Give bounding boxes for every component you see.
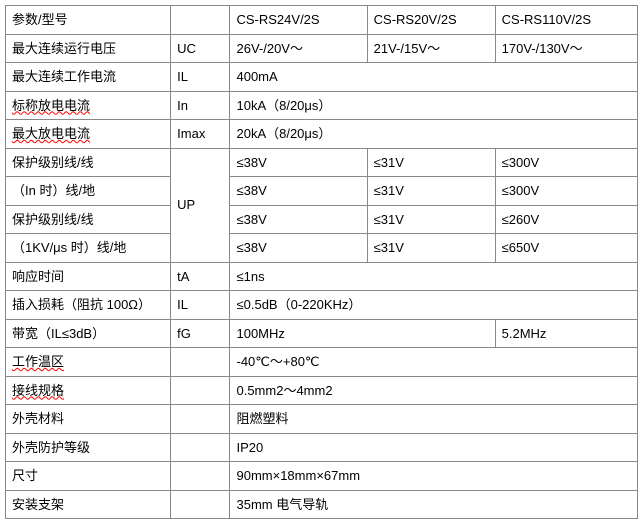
table-row: 工作温区 -40℃～+80℃: [6, 348, 638, 377]
cell-param: 标称放电电流: [6, 91, 171, 120]
param-text: 接线规格: [12, 383, 64, 398]
cell-param: 最大连续工作电流: [6, 63, 171, 92]
cell-param: 尺寸: [6, 462, 171, 491]
cell-val: 10kA（8/20μs）: [230, 91, 638, 120]
cell-param: 工作温区: [6, 348, 171, 377]
cell-param: 安装支架: [6, 490, 171, 519]
cell-val: ≤300V: [495, 148, 637, 177]
cell-val: ≤38V: [230, 148, 367, 177]
cell-param: 响应时间: [6, 262, 171, 291]
cell-sym: [171, 6, 230, 35]
table-row: 尺寸 90mm×18mm×67mm: [6, 462, 638, 491]
cell-val: 400mA: [230, 63, 638, 92]
table-row: 最大连续运行电压 UC 26V-/20V～ 21V-/15V～ 170V-/13…: [6, 34, 638, 63]
cell-param: 保护级别线/线: [6, 205, 171, 234]
cell-sym: [171, 376, 230, 405]
param-text: 工作温区: [12, 354, 64, 369]
table-row: 响应时间 tA ≤1ns: [6, 262, 638, 291]
cell-val: CS-RS24V/2S: [230, 6, 367, 35]
cell-sym: IL: [171, 63, 230, 92]
table-row: 插入损耗（阻抗 100Ω） IL ≤0.5dB（0-220KHz）: [6, 291, 638, 320]
cell-sym: [171, 405, 230, 434]
cell-val: -40℃～+80℃: [230, 348, 638, 377]
cell-val: 100MHz: [230, 319, 495, 348]
table-row: 保护级别线/线 UP ≤38V ≤31V ≤300V: [6, 148, 638, 177]
cell-sym: IL: [171, 291, 230, 320]
cell-val: 20kA（8/20μs）: [230, 120, 638, 149]
cell-val: 0.5mm2～4mm2: [230, 376, 638, 405]
table-row: （1KV/μs 时）线/地 ≤38V ≤31V ≤650V: [6, 234, 638, 263]
cell-val: CS-RS20V/2S: [367, 6, 495, 35]
param-text: 最大放电电流: [12, 126, 90, 141]
cell-val: ≤260V: [495, 205, 637, 234]
table-row: 安装支架 35mm 电气导轨: [6, 490, 638, 519]
cell-sym: UC: [171, 34, 230, 63]
cell-param: （1KV/μs 时）线/地: [6, 234, 171, 263]
cell-val: ≤38V: [230, 177, 367, 206]
table-row: 外壳防护等级 IP20: [6, 433, 638, 462]
cell-param: 最大放电电流: [6, 120, 171, 149]
table-row: 标称放电电流 In 10kA（8/20μs）: [6, 91, 638, 120]
cell-val: ≤38V: [230, 205, 367, 234]
cell-val: CS-RS110V/2S: [495, 6, 637, 35]
cell-sym: UP: [171, 148, 230, 262]
cell-param: 参数/型号: [6, 6, 171, 35]
cell-val: ≤31V: [367, 234, 495, 263]
cell-sym: Imax: [171, 120, 230, 149]
cell-val: 5.2MHz: [495, 319, 637, 348]
cell-param: 最大连续运行电压: [6, 34, 171, 63]
cell-param: 接线规格: [6, 376, 171, 405]
table-row: （In 时）线/地 ≤38V ≤31V ≤300V: [6, 177, 638, 206]
cell-sym: [171, 433, 230, 462]
cell-val: ≤1ns: [230, 262, 638, 291]
table-row: 外壳材料 阻燃塑料: [6, 405, 638, 434]
param-text: 标称放电电流: [12, 98, 90, 113]
cell-sym: [171, 462, 230, 491]
table-row: 接线规格 0.5mm2～4mm2: [6, 376, 638, 405]
spec-table: 参数/型号 CS-RS24V/2S CS-RS20V/2S CS-RS110V/…: [5, 5, 638, 519]
cell-val: 90mm×18mm×67mm: [230, 462, 638, 491]
cell-param: 外壳材料: [6, 405, 171, 434]
cell-val: 170V-/130V～: [495, 34, 637, 63]
cell-param: （In 时）线/地: [6, 177, 171, 206]
cell-sym: fG: [171, 319, 230, 348]
cell-sym: [171, 490, 230, 519]
table-row: 参数/型号 CS-RS24V/2S CS-RS20V/2S CS-RS110V/…: [6, 6, 638, 35]
cell-sym: In: [171, 91, 230, 120]
cell-val: ≤0.5dB（0-220KHz）: [230, 291, 638, 320]
cell-val: ≤31V: [367, 205, 495, 234]
cell-param: 插入损耗（阻抗 100Ω）: [6, 291, 171, 320]
cell-param: 保护级别线/线: [6, 148, 171, 177]
cell-param: 外壳防护等级: [6, 433, 171, 462]
table-row: 保护级别线/线 ≤38V ≤31V ≤260V: [6, 205, 638, 234]
cell-val: ≤650V: [495, 234, 637, 263]
cell-val: ≤38V: [230, 234, 367, 263]
table-row: 带宽（IL≤3dB） fG 100MHz 5.2MHz: [6, 319, 638, 348]
cell-sym: tA: [171, 262, 230, 291]
cell-val: 21V-/15V～: [367, 34, 495, 63]
cell-val: 35mm 电气导轨: [230, 490, 638, 519]
cell-sym: [171, 348, 230, 377]
cell-val: ≤300V: [495, 177, 637, 206]
table-row: 最大放电电流 Imax 20kA（8/20μs）: [6, 120, 638, 149]
cell-val: ≤31V: [367, 148, 495, 177]
cell-val: IP20: [230, 433, 638, 462]
cell-val: 26V-/20V～: [230, 34, 367, 63]
table-row: 最大连续工作电流 IL 400mA: [6, 63, 638, 92]
cell-val: 阻燃塑料: [230, 405, 638, 434]
cell-param: 带宽（IL≤3dB）: [6, 319, 171, 348]
cell-val: ≤31V: [367, 177, 495, 206]
